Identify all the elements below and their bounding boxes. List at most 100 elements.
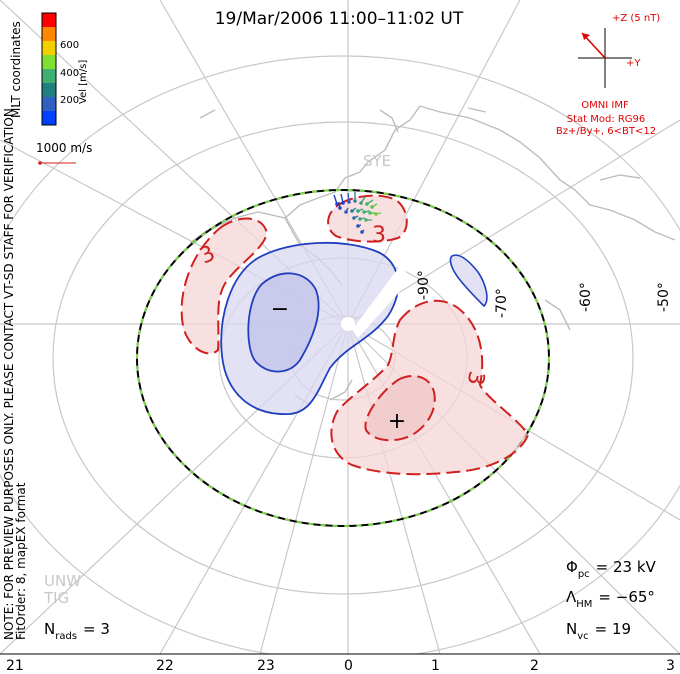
vector-origin xyxy=(341,201,345,205)
mlt-tick-3: 3 xyxy=(666,658,675,674)
velocity-colorbar: 600 400 200 Vel [m/s] xyxy=(41,12,89,126)
negative-cell-small-contour xyxy=(449,254,488,308)
station-label-unw: UNW xyxy=(44,572,81,590)
colorbar-frame xyxy=(41,12,57,126)
colorbar-tick-600: 600 xyxy=(60,40,79,51)
mlt-tick-22: 22 xyxy=(156,658,174,674)
preview-note: NOTE: FOR PREVIEW PURPOSES ONLY. PLEASE … xyxy=(2,104,16,640)
vector-origin xyxy=(352,216,356,220)
imf-stat-model: Stat Mod: RG96 xyxy=(567,114,646,125)
vector-origin xyxy=(365,202,369,206)
vector-origin xyxy=(335,202,339,206)
station-label-tig: TIG xyxy=(43,589,69,607)
lambda-hm-stat: ΛHM = −65° xyxy=(566,588,655,610)
vector-origin xyxy=(368,211,372,215)
imf-vector-arrowhead xyxy=(582,33,590,40)
heppner-maynard-boundary-dash xyxy=(136,189,550,527)
phi-pc-stat: Φpc = 23 kV xyxy=(566,558,657,580)
vector-origin xyxy=(344,210,348,214)
phi-symbol: Φ xyxy=(566,558,578,576)
negative-cell-inner-contour xyxy=(247,272,320,373)
nrads-value: = 3 xyxy=(83,620,110,638)
nrads-stat: Nrads = 3 xyxy=(44,620,110,642)
nvc-symbol: N xyxy=(566,620,577,638)
colorbar-segment xyxy=(42,83,56,98)
nrads-symbol: N xyxy=(44,620,55,638)
vector-origin xyxy=(362,210,366,214)
colorbar-tick-200: 200 xyxy=(60,95,79,106)
vector-origin xyxy=(358,217,362,221)
nvc-subscript: vc xyxy=(577,631,588,642)
colorbar-segment xyxy=(42,41,56,56)
colorbar-segment xyxy=(42,55,56,70)
station-label-sye: SYE xyxy=(363,152,391,170)
colorbar-segment xyxy=(42,69,56,84)
vector-scale-dot xyxy=(38,161,42,165)
fit-order: FitOrder: 8, mapEX format xyxy=(14,482,28,640)
vector-origin xyxy=(360,230,364,234)
lat-label-70: -70° xyxy=(494,288,510,318)
imf-y-label: +Y xyxy=(626,58,641,69)
vector-origin xyxy=(356,224,360,228)
mlt-tick-1: 1 xyxy=(431,658,440,674)
left-dashed-contour xyxy=(180,217,268,355)
vector-scale: 1000 m/s xyxy=(36,141,92,165)
colorbar-segment xyxy=(42,27,56,42)
mlt-line xyxy=(347,119,680,325)
vector-origin xyxy=(353,199,357,203)
stats-panel: Φpc = 23 kV ΛHM = −65° Nvc = 19 Nrads = 3 xyxy=(44,558,657,642)
positive-potential-cell xyxy=(180,194,530,476)
nvc-value: = 19 xyxy=(595,620,631,638)
colorbar-tick-400: 400 xyxy=(60,68,79,79)
vector-origin xyxy=(364,218,368,222)
imf-panel: +Z (5 nT) +Y OMNI IMF Stat Mod: RG96 Bz+… xyxy=(556,13,660,137)
imf-source: OMNI IMF xyxy=(581,100,629,111)
positive-cell-marker: + xyxy=(388,409,406,434)
vector-origin xyxy=(370,205,374,209)
lambda-value: = −65° xyxy=(598,588,655,606)
negative-cell-marker: − xyxy=(271,297,289,322)
colorbar-segment xyxy=(42,13,56,28)
contour-label-right: 3 xyxy=(462,369,489,387)
contour-label-top: 3 xyxy=(372,223,386,248)
latitude-circle xyxy=(0,55,680,654)
mlt-tick-23: 23 xyxy=(257,658,275,674)
lambda-symbol: Λ xyxy=(566,588,577,606)
mlt-tick-2: 2 xyxy=(530,658,539,674)
imf-condition: Bz+/By+, 6<BT<12 xyxy=(556,126,656,137)
vector-origin xyxy=(350,209,354,213)
vector-origin xyxy=(347,200,351,204)
mlt-tick-0: 0 xyxy=(344,658,353,674)
negative-potential-cell xyxy=(220,241,488,415)
pole-wedge xyxy=(352,266,412,338)
lat-label-90: -90° xyxy=(416,270,432,300)
chart-title: 19/Mar/2006 11:00–11:02 UT xyxy=(215,9,464,29)
phi-value: = 23 kV xyxy=(596,558,657,576)
mlt-axis-labels: 21 22 23 0 1 2 3 xyxy=(6,658,675,674)
imf-z-label: +Z (5 nT) xyxy=(612,13,660,24)
mlt-line xyxy=(259,323,349,654)
lat-label-50: -50° xyxy=(656,282,672,312)
colorbar-label: Vel [m/s] xyxy=(78,60,89,104)
mlt-tick-21: 21 xyxy=(6,658,24,674)
coordinates-label: MLT coordinates xyxy=(9,21,23,118)
lambda-subscript: HM xyxy=(576,599,592,610)
lat-label-60: -60° xyxy=(578,282,594,312)
nrads-subscript: rads xyxy=(55,631,77,642)
velocity-vectors xyxy=(333,192,382,234)
colorbar-segment xyxy=(42,97,56,112)
top-dashed-contour xyxy=(327,194,408,243)
nvc-stat: Nvc = 19 xyxy=(566,620,631,642)
vector-origin xyxy=(374,212,378,216)
vector-origin xyxy=(356,209,360,213)
pole-marker xyxy=(341,317,355,331)
positive-cell-inner-contour xyxy=(364,375,436,442)
vector-origin xyxy=(338,206,342,210)
vector-origin xyxy=(359,201,363,205)
colorbar-segment xyxy=(42,111,56,126)
phi-subscript: pc xyxy=(578,569,590,580)
latitude-circle xyxy=(52,121,634,595)
vector-scale-label: 1000 m/s xyxy=(36,141,92,155)
mlt-line xyxy=(347,323,441,654)
